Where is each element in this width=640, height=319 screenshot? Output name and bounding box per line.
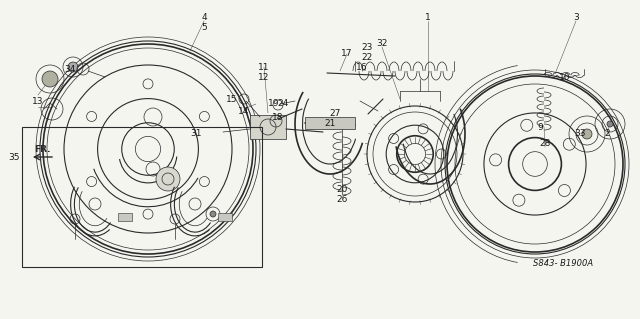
Circle shape [156, 167, 180, 191]
Circle shape [210, 211, 216, 217]
Text: 3: 3 [573, 12, 579, 21]
Text: 23: 23 [362, 42, 372, 51]
Bar [22, 127, 262, 267]
Circle shape [42, 71, 58, 87]
Text: 34: 34 [64, 64, 76, 73]
Text: 33: 33 [574, 130, 586, 138]
Text: 11: 11 [259, 63, 269, 71]
Text: S843- B1900A: S843- B1900A [533, 259, 593, 269]
Text: 24: 24 [277, 100, 289, 108]
Text: 27: 27 [330, 109, 340, 118]
Text: 10: 10 [559, 72, 571, 81]
Bar [118, 213, 132, 221]
Text: 17: 17 [341, 49, 353, 58]
Text: 5: 5 [201, 23, 207, 32]
Circle shape [607, 121, 613, 127]
Text: 2: 2 [604, 130, 610, 138]
Text: 35: 35 [8, 152, 20, 161]
Text: 22: 22 [362, 53, 372, 62]
Text: 16: 16 [356, 63, 368, 71]
Text: 14: 14 [238, 107, 250, 115]
Text: 28: 28 [540, 139, 550, 149]
Bar [218, 213, 232, 221]
Circle shape [582, 129, 592, 139]
Text: 20: 20 [336, 184, 348, 194]
Text: FR.: FR. [34, 145, 51, 153]
Text: 12: 12 [259, 72, 269, 81]
Text: 26: 26 [336, 195, 348, 204]
Bar [250, 115, 286, 139]
Text: 4: 4 [201, 12, 207, 21]
Text: 19: 19 [268, 100, 280, 108]
Text: 13: 13 [32, 97, 44, 106]
Text: 18: 18 [272, 113, 284, 122]
Text: 31: 31 [190, 129, 202, 137]
Text: 32: 32 [376, 40, 388, 48]
Bar [305, 117, 355, 129]
Text: 1: 1 [425, 12, 431, 21]
Text: 21: 21 [324, 120, 336, 129]
Text: 15: 15 [227, 94, 237, 103]
Circle shape [68, 62, 78, 72]
Text: 9: 9 [537, 122, 543, 131]
